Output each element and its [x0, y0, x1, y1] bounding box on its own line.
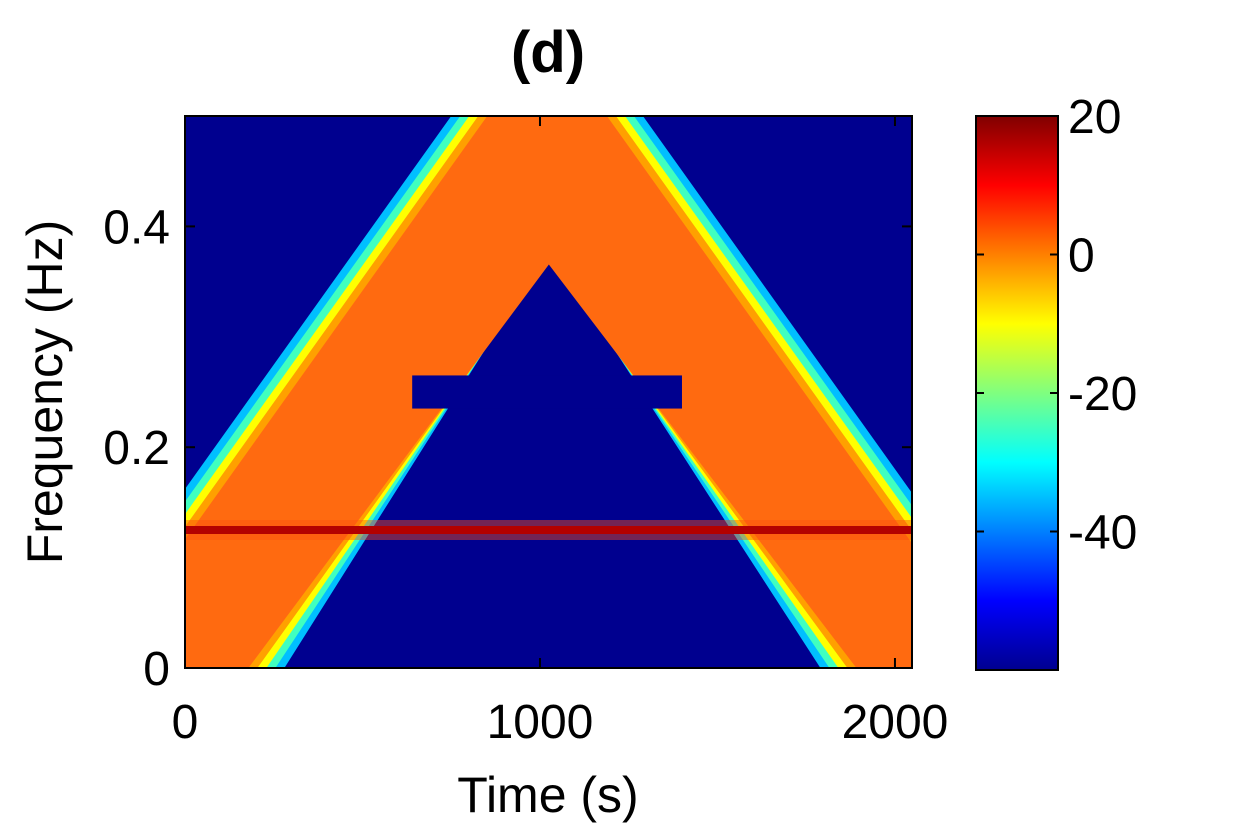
- x-tick-label: 2000: [842, 696, 949, 749]
- chart-title: (d): [511, 20, 585, 85]
- y-axis-label: Frequency (Hz): [17, 220, 73, 565]
- plot-frame: [184, 115, 913, 669]
- y-tick-label: 0.4: [103, 201, 170, 254]
- y-tick-label: 0.2: [103, 422, 170, 475]
- horizontal-tone-line: [185, 526, 912, 534]
- x-axis-ticks: 0 1000 2000: [172, 116, 949, 749]
- colorbar: [975, 115, 1059, 671]
- chirp-band-layer: [185, 116, 912, 668]
- colorbar-tick-label: -20: [1068, 368, 1137, 421]
- chirp-band-layer: [185, 116, 912, 668]
- y-axis-ticks: 0 0.2 0.4: [103, 201, 912, 696]
- y-tick-label: 0: [143, 643, 170, 696]
- colorbar-tick-label: -40: [1068, 507, 1137, 560]
- colorbar-tick-label: 0: [1068, 230, 1095, 283]
- colorbar-tick-label: 20: [1068, 91, 1121, 144]
- heatmap-area: [185, 116, 912, 668]
- x-tick-label: 0: [172, 696, 199, 749]
- colorbar-ticks: 20 0 -20 -40: [976, 91, 1137, 560]
- x-axis-label: Time (s): [457, 767, 638, 823]
- masked-rectangle: [412, 375, 682, 409]
- x-tick-label: 1000: [487, 696, 594, 749]
